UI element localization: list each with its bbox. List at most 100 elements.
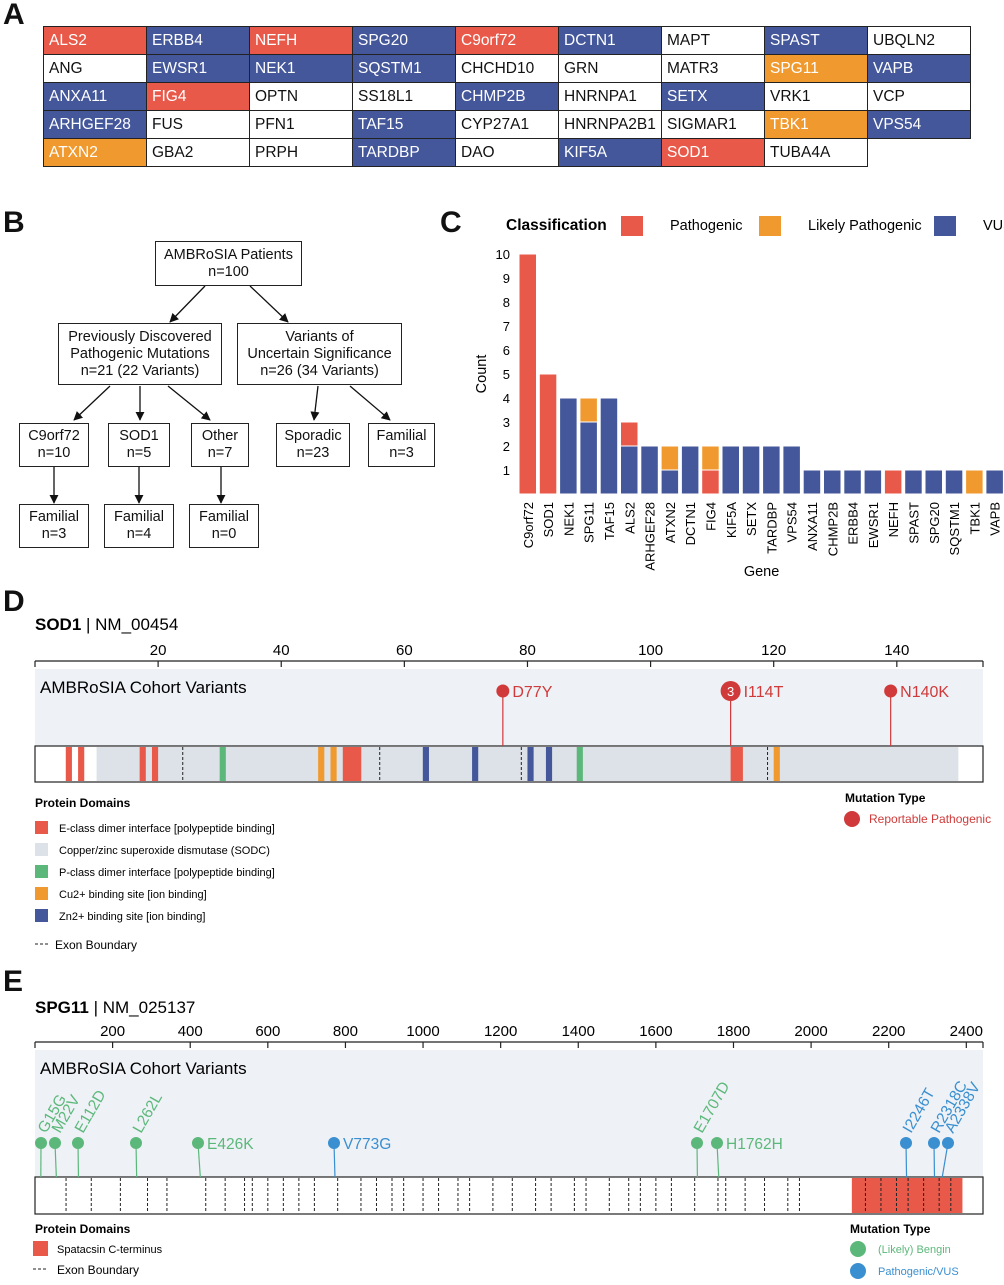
- axis-tick-label: 200: [100, 1023, 125, 1040]
- gene-title: SPG11 | NM_025137: [35, 998, 195, 1017]
- flow-vus-line1: Variants of: [238, 329, 401, 346]
- axis-tick-label: 40: [273, 642, 290, 659]
- y-axis-label: Count: [474, 355, 490, 394]
- gene-cell-nek1: NEK1: [250, 55, 353, 83]
- domain-p: [220, 747, 226, 781]
- domain-cu: [318, 747, 324, 781]
- domain-e: [343, 747, 361, 781]
- bar-spg11-vus: [580, 422, 598, 494]
- variant-label-n140k: N140K: [900, 684, 949, 701]
- variant-count: 3: [727, 684, 734, 699]
- variant-head: [884, 685, 897, 698]
- x-tick-label: NEK1: [561, 502, 576, 536]
- gene-cell-nefh: NEFH: [250, 27, 353, 55]
- flow-prev-line2: Pathogenic Mutations: [59, 346, 221, 363]
- x-tick-label: CHMP2B: [825, 502, 840, 556]
- x-tick-label: SPAST: [906, 502, 921, 544]
- axis-tick-label: 800: [333, 1023, 358, 1040]
- flow-sporadic-title: Sporadic: [277, 428, 349, 445]
- flow-vus-count: n=26 (34 Variants): [238, 363, 401, 380]
- gene-cell-vcp: VCP: [868, 83, 971, 111]
- gene-cell-fus: FUS: [147, 111, 250, 139]
- variant-head: [900, 1137, 912, 1149]
- gene-cell-vps54: VPS54: [868, 111, 971, 139]
- gene-cell-hnrnpa1: HNRNPA1: [559, 83, 662, 111]
- domain-legend-label: Spatacsin C-terminus: [57, 1244, 163, 1256]
- gene-title: SOD1 | NM_00454: [35, 615, 178, 634]
- gene-cell-ewsr1: EWSR1: [147, 55, 250, 83]
- flow-other-title: Other: [192, 428, 248, 445]
- flow-fam-sod1-title: Familial: [105, 509, 173, 526]
- legend-swatch-2: [934, 216, 956, 236]
- y-tick-label: 7: [503, 319, 510, 334]
- axis-tick-label: 2200: [872, 1023, 905, 1040]
- flow-prev-count: n=21 (22 Variants): [59, 363, 221, 380]
- variant-head: [928, 1137, 940, 1149]
- domain-legend-swatch: [35, 843, 48, 856]
- y-tick-label: 2: [503, 439, 510, 454]
- domain-legend-swatch: [35, 887, 48, 900]
- domain-legend-label: E-class dimer interface [polypeptide bin…: [59, 823, 275, 835]
- flow-fam-other-count: n=0: [190, 526, 258, 543]
- flow-other-count: n=7: [192, 445, 248, 462]
- gene-cell-sod1: SOD1: [662, 139, 765, 167]
- legend-swatch-1: [759, 216, 781, 236]
- gene-cell-tuba4a: TUBA4A: [765, 139, 868, 167]
- bar-fig4-likely-pathogenic: [702, 446, 720, 470]
- panel-letter-c: C: [440, 206, 462, 240]
- bar-c9orf72-pathogenic: [519, 254, 537, 494]
- flow-fam-sod1-count: n=4: [105, 526, 173, 543]
- flow-familial-vus-title: Familial: [369, 428, 434, 445]
- gene-cell-arhgef28: ARHGEF28: [44, 111, 147, 139]
- gene-cell-pfn1: PFN1: [250, 111, 353, 139]
- mutation-legend-dot: [850, 1241, 866, 1257]
- axis-tick-label: 400: [178, 1023, 203, 1040]
- gene-cell-taf15: TAF15: [353, 111, 456, 139]
- y-tick-label: 3: [503, 415, 510, 430]
- gene-cell-spg11: SPG11: [765, 55, 868, 83]
- axis-tick-label: 1200: [484, 1023, 517, 1040]
- flow-fam-c9-title: Familial: [20, 509, 88, 526]
- flow-box-previous: Previously Discovered Pathogenic Mutatio…: [58, 323, 222, 385]
- gene-cell-atxn2: ATXN2: [44, 139, 147, 167]
- x-tick-label: NEFH: [886, 502, 901, 537]
- variant-label-v773g: V773G: [343, 1136, 391, 1153]
- bar-arhgef28-vus: [641, 446, 659, 494]
- flow-box-familial-sod1: Familial n=4: [104, 504, 174, 548]
- x-tick-label: KIF5A: [724, 502, 739, 538]
- transcript-id: | NM_025137: [89, 998, 195, 1017]
- domain-e: [140, 747, 146, 781]
- domain-cu: [330, 747, 336, 781]
- cohort-label: AMBRoSIA Cohort Variants: [40, 678, 247, 697]
- mutation-legend-dot: [850, 1263, 866, 1279]
- x-tick-label: SQSTM1: [947, 502, 962, 555]
- flow-box-c9orf72: C9orf72 n=10: [19, 423, 89, 467]
- flow-sporadic-count: n=23: [277, 445, 349, 462]
- gene-cell-prph: PRPH: [250, 139, 353, 167]
- flow-box-familial-c9: Familial n=3: [19, 504, 89, 548]
- axis-tick-label: 120: [761, 642, 786, 659]
- domain-zn: [423, 747, 429, 781]
- gene-cell-chmp2b: CHMP2B: [456, 83, 559, 111]
- flow-sod1-title: SOD1: [109, 428, 169, 445]
- variant-label-h1762h: H1762H: [726, 1136, 783, 1153]
- x-tick-label: ARHGEF28: [643, 502, 658, 571]
- gene-cell-mapt: MAPT: [662, 27, 765, 55]
- variant-head: [942, 1137, 954, 1149]
- gene-cell-tardbp: TARDBP: [353, 139, 456, 167]
- y-tick-label: 1: [503, 463, 510, 478]
- flow-c9-title: C9orf72: [20, 428, 88, 445]
- domain-zn: [472, 747, 478, 781]
- domain-legend-title: Protein Domains: [35, 796, 131, 810]
- x-tick-label: DCTN1: [683, 502, 698, 545]
- domain-legend-swatch: [33, 1241, 48, 1256]
- gene-cell-kif5a: KIF5A: [559, 139, 662, 167]
- gene-cell-cyp27a1: CYP27A1: [456, 111, 559, 139]
- mutation-legend-label: (Likely) Bengin: [878, 1244, 951, 1256]
- gene-cell-vapb: VAPB: [868, 55, 971, 83]
- exon-legend-label: Exon Boundary: [57, 1263, 139, 1277]
- gene-cell-ubqln2: UBQLN2: [868, 27, 971, 55]
- flow-sod1-count: n=5: [109, 445, 169, 462]
